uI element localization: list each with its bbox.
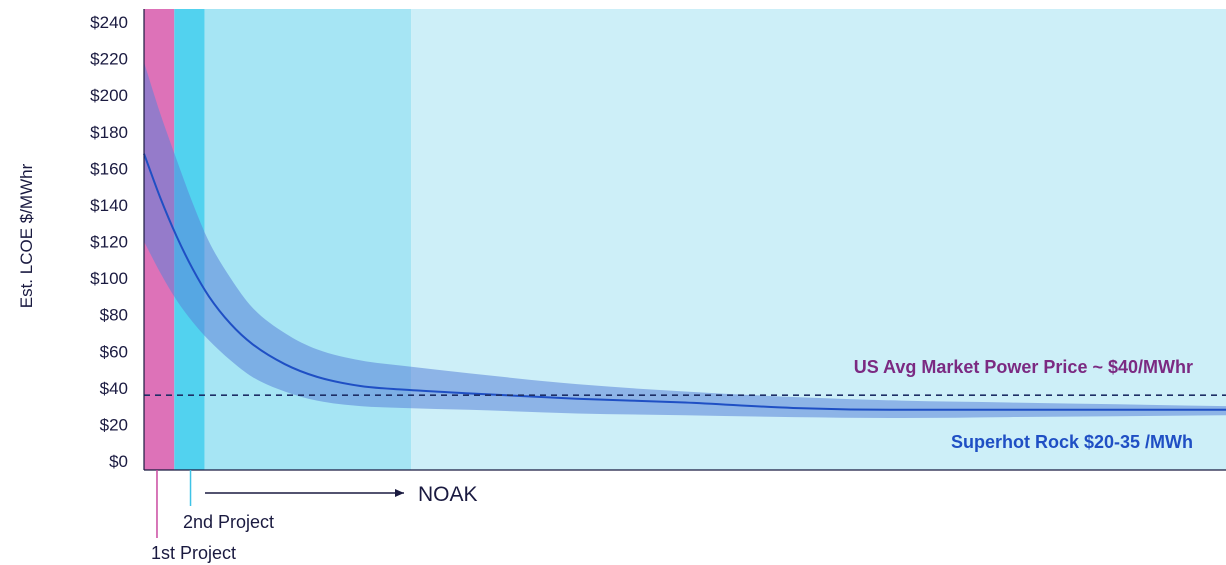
noak-label: NOAK xyxy=(418,483,478,506)
y-tick-label: $0 xyxy=(109,452,128,471)
y-axis-tick-labels: $0 $20 $40 $60 $80 $100 $120 $140 $160 $180 $200 $2… xyxy=(90,13,128,471)
market-price-label: US Avg Market Power Price ~ $40/MWhr xyxy=(854,357,1193,377)
y-tick-label: $180 xyxy=(90,123,128,142)
lcoe-curve xyxy=(143,153,1226,411)
noak-annotation: NOAK xyxy=(205,483,478,506)
superhot-rock-label: Superhot Rock $20-35 /MWh xyxy=(951,432,1193,452)
y-tick-label: $40 xyxy=(100,379,128,398)
first-project-label: 1st Project xyxy=(151,543,236,563)
y-tick-label: $20 xyxy=(100,415,128,434)
second-project-label: 2nd Project xyxy=(183,512,274,532)
y-tick-label: $240 xyxy=(90,13,128,32)
y-tick-label: $220 xyxy=(90,50,128,69)
y-tick-label: $80 xyxy=(100,306,128,325)
y-axis-label: Est. LCOE $/MWhr xyxy=(17,163,36,308)
y-tick-label: $60 xyxy=(100,342,128,361)
y-tick-label: $100 xyxy=(90,269,128,288)
y-tick-label: $160 xyxy=(90,159,128,178)
y-tick-label: $200 xyxy=(90,86,128,105)
lcoe-line-0 xyxy=(143,153,1226,411)
y-tick-label: $140 xyxy=(90,196,128,215)
axes xyxy=(143,9,1226,471)
y-tick-label: $120 xyxy=(90,233,128,252)
